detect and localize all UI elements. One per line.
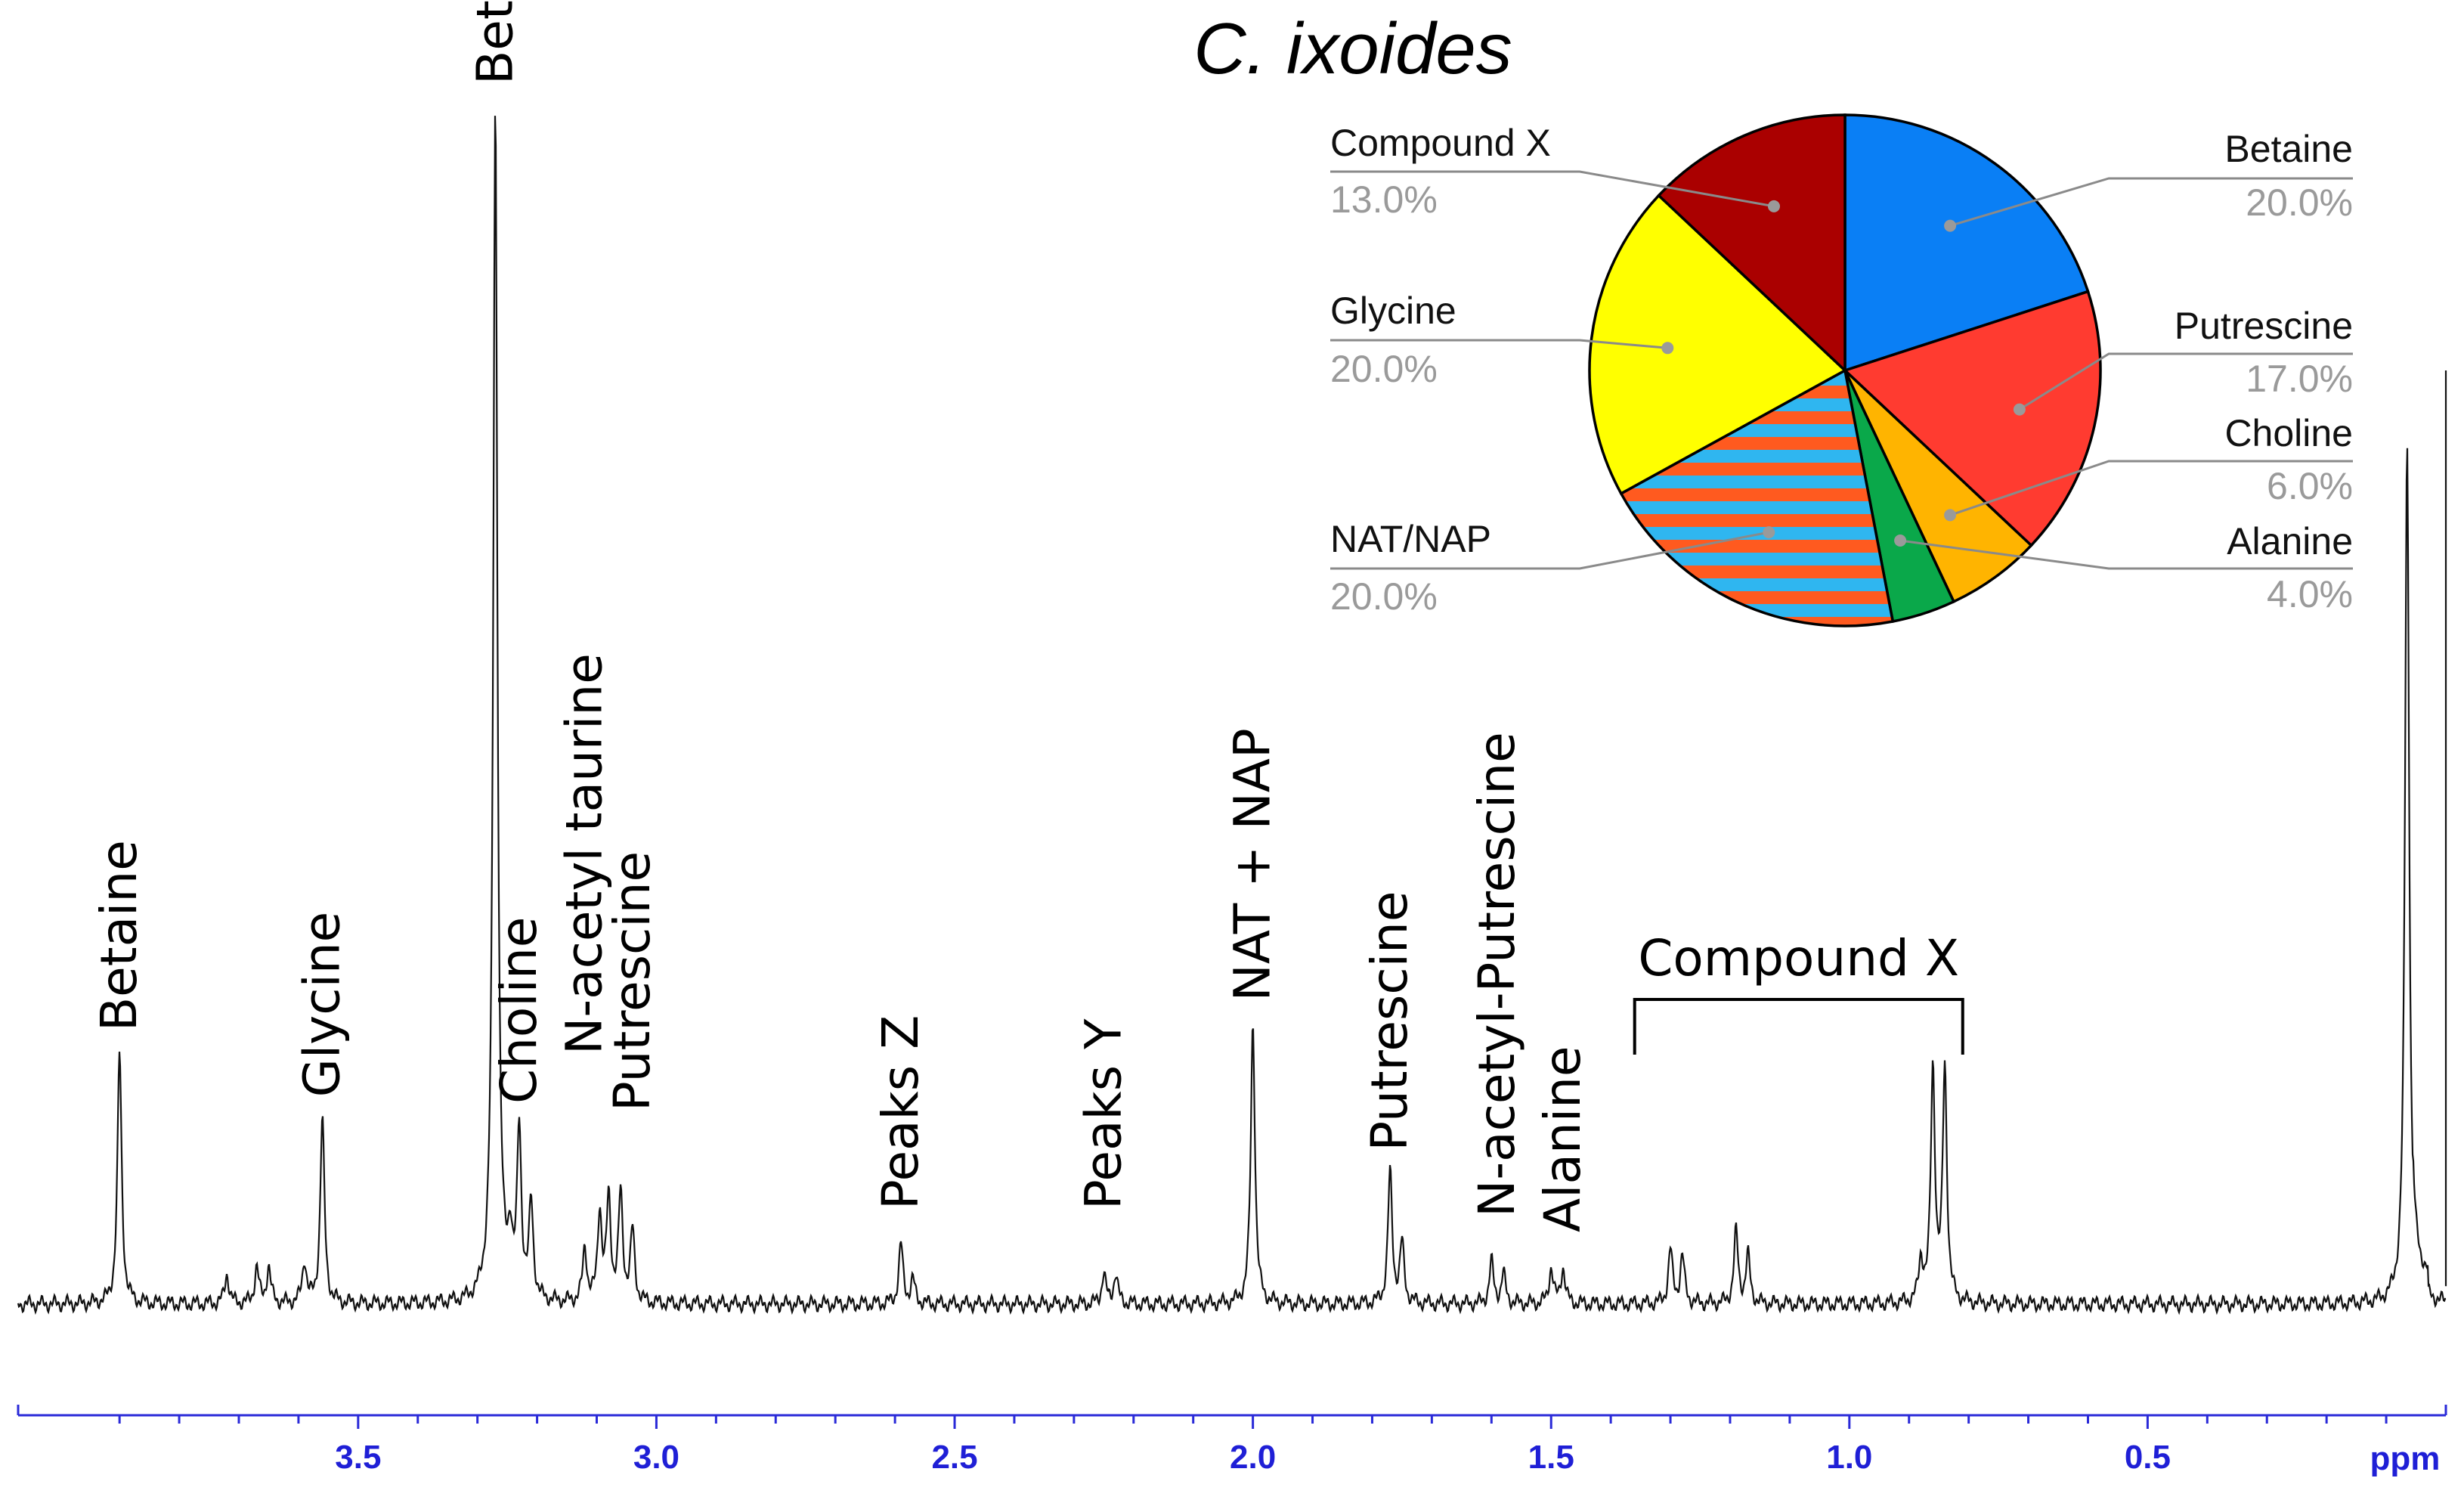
pie-slice-percent: 20.0% [1330,348,1438,390]
pie-leader-line [1330,170,1775,208]
peak-label: Choline [490,917,548,1104]
pie-leader-line [1899,539,2353,570]
pie-slice-percent: 20.0% [2246,181,2353,224]
pie-leader-dot [1944,219,1957,232]
pie-slice-label: Betaine [2224,128,2353,170]
pie-slice [1842,290,2102,547]
pie-title: C. ixoides [1193,8,1512,89]
x-tick-label: 3.5 [335,1439,381,1476]
pie-leader-dot [1768,200,1780,212]
peak-label: Putrescine [603,851,661,1111]
peak-label: Putrescine [1360,891,1419,1151]
x-tick-label: 0.5 [2125,1439,2171,1476]
pie-slice-label: NAT/NAP [1330,518,1491,560]
x-axis: 3.5 3.0 2.5 2.0 1.5 1.0 0.5 ppm [17,1405,2447,1477]
pie-slice-percent: 6.0% [2267,465,2353,507]
pie-slice-percent: 20.0% [1330,575,1438,618]
pie-slice-percent: 17.0% [2246,358,2353,400]
nmr-spectrum [17,116,2447,1315]
peak-label: Betaine [90,840,148,1031]
pie-slice [1843,113,2090,373]
x-tick-label: 1.5 [1528,1439,1574,1476]
pie-leader-dot [1894,535,1907,547]
peak-label: Glycine [293,912,351,1098]
pie-slice-label: Compound X [1330,122,1551,164]
pie-leader-line [1949,460,2353,516]
pie-slice [1657,113,1846,374]
pie-slice-label: Alanine [2227,520,2353,562]
pie-leader-dot [1661,342,1674,355]
pie-slice-label: Choline [2224,412,2353,454]
peak-label: Betaine [466,0,524,85]
pie-slice-percent: 13.0% [1330,178,1438,221]
pie-slice-label: Glycine [1330,290,1456,332]
pie-slice-label: Putrescine [2175,305,2353,347]
pie-slice [1588,194,1847,496]
x-tick-label: 2.0 [1230,1439,1276,1476]
x-tick-label: 3.0 [633,1439,679,1476]
peak-label: Peaks Z [871,1015,930,1210]
pie-slice [1619,368,1895,627]
peak-label: NAT + NAP [1224,728,1282,1001]
peak-label: N-acetyl taurine [556,653,614,1055]
pie-leader-line [2019,352,2353,411]
pie-slice-percent: 4.0% [2267,573,2353,615]
peak-label: Peaks Y [1074,1018,1132,1210]
pie-leader-line [1330,531,1769,570]
pie-leader-line [1949,177,2353,228]
compound-x-label: Compound X [1638,929,1959,987]
pie-leader-dot [1763,526,1775,539]
pie-leader-dot [1944,509,1957,522]
pie-leader-dot [2013,403,2026,416]
compound-x-bracket [1633,998,1964,1055]
x-axis-unit: ppm [2370,1440,2441,1477]
composition-pie: C. ixoides Betaine 20.0% Putrescine 17.0% Ch… [1193,8,2353,627]
peak-label: N-acetyl-Putrescine [1468,732,1526,1217]
x-tick-label: 2.5 [931,1439,977,1476]
x-tick-label: 1.0 [1826,1439,1872,1476]
pie-leader-line [1330,339,1668,349]
spectrum-trace [17,116,2447,1315]
peak-label: Alanine [1534,1046,1592,1232]
pie-slice [1843,369,2033,604]
